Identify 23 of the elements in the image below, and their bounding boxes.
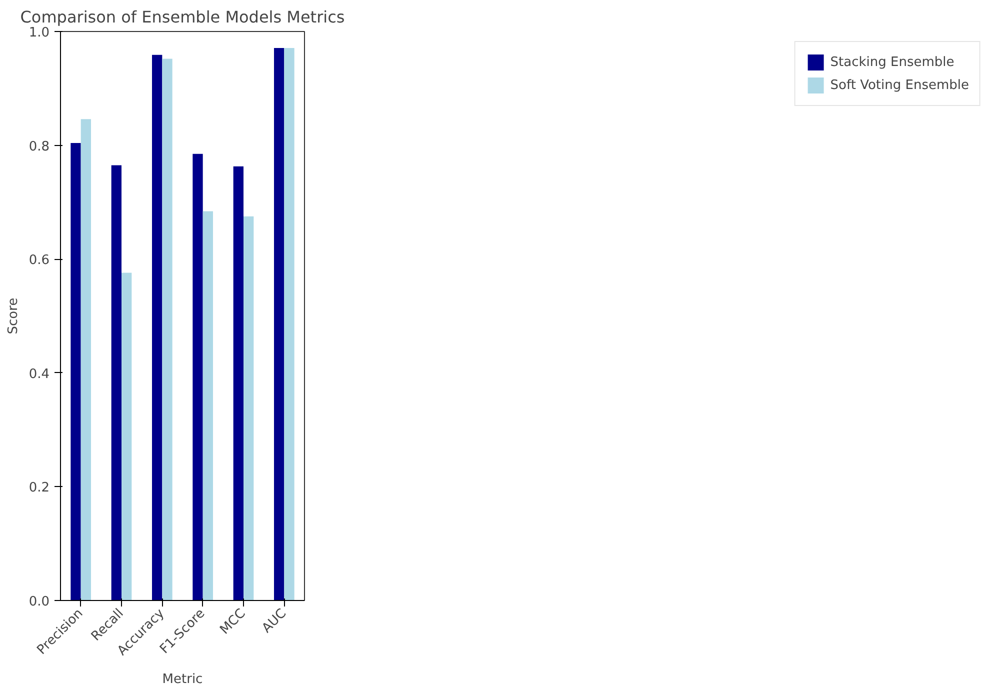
y-axis-title: Score bbox=[6, 298, 21, 334]
legend-label: Soft Voting Ensemble bbox=[830, 78, 969, 92]
bar bbox=[233, 166, 244, 600]
y-tick-label: 0.6 bbox=[28, 253, 50, 268]
y-tick-label: 0.8 bbox=[28, 139, 50, 154]
bar bbox=[152, 54, 162, 600]
y-tick-label: 0.2 bbox=[28, 480, 50, 496]
x-axis-title: Metric bbox=[162, 672, 203, 688]
bar bbox=[202, 211, 213, 600]
bar bbox=[284, 48, 294, 600]
y-tick-label: 0.4 bbox=[28, 366, 50, 382]
bar bbox=[274, 48, 284, 600]
y-tick-label: 0.0 bbox=[28, 594, 50, 610]
bar bbox=[162, 58, 172, 600]
y-tick-label: 1.0 bbox=[28, 26, 50, 40]
bar bbox=[80, 119, 91, 600]
bar bbox=[122, 272, 132, 600]
chart-title: Comparison of Ensemble Models Metrics bbox=[20, 8, 345, 26]
legend-label: Stacking Ensemble bbox=[830, 54, 954, 70]
bar bbox=[244, 216, 254, 600]
bar bbox=[70, 143, 81, 600]
bar bbox=[111, 165, 122, 600]
bar bbox=[192, 154, 203, 600]
